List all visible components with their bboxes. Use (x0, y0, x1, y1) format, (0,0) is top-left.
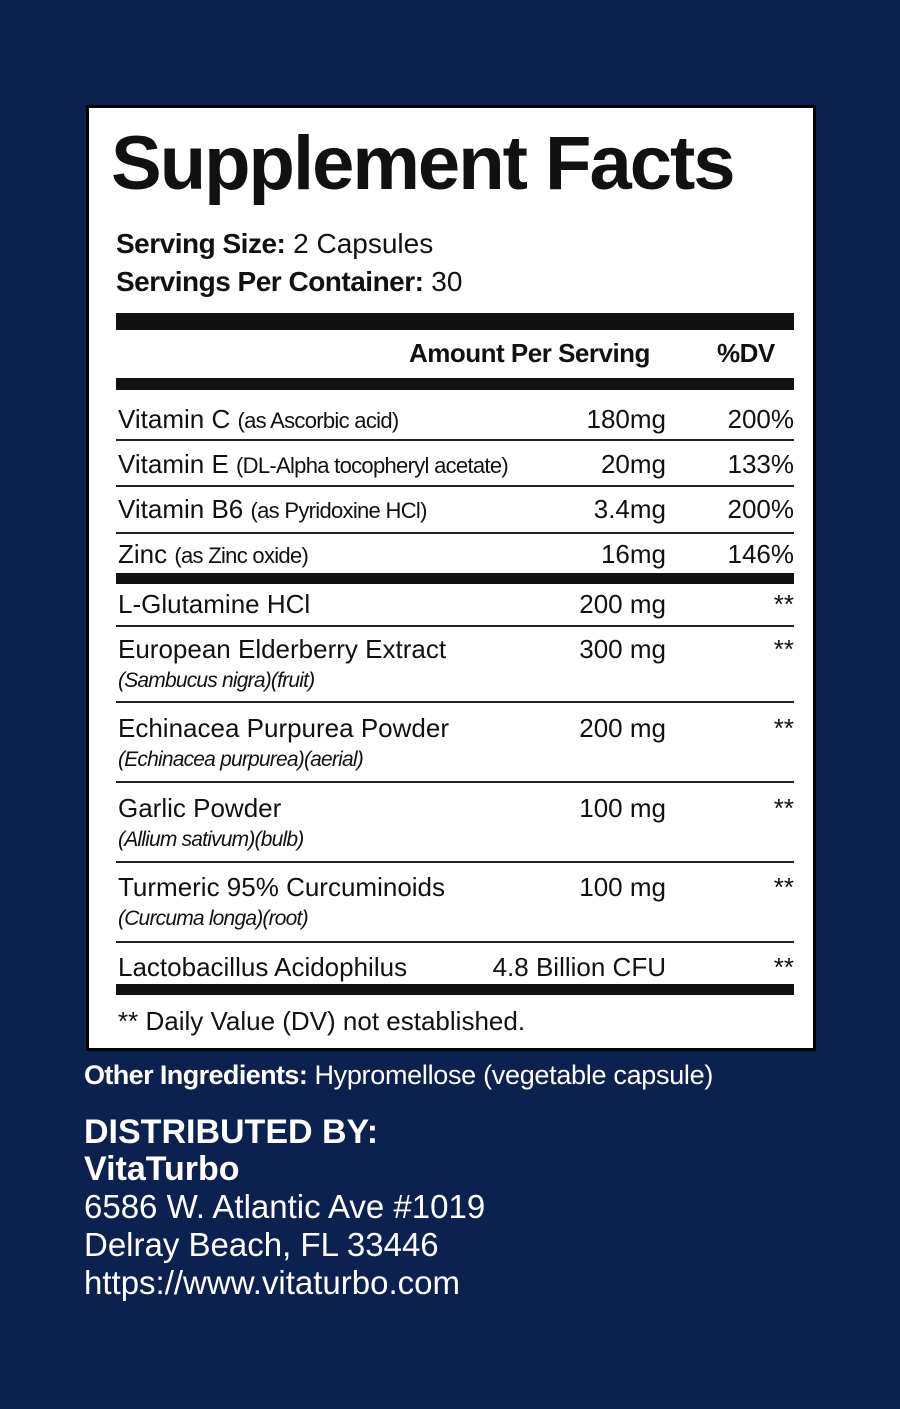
distributor-website-link[interactable]: https://www.vitaturbo.com (84, 1264, 460, 1301)
ingredient-row: L-Glutamine HCl 200 mg ** (116, 589, 794, 623)
nutrient-amount: 180mg (586, 404, 667, 434)
nutrient-name: Vitamin E (DL-Alpha tocopheryl acetate) (118, 449, 509, 479)
nutrient-amount: 20mg (600, 449, 666, 479)
nutrient-dv: 200% (727, 494, 795, 524)
panel-title: Supplement Facts (111, 121, 736, 206)
row-divider (116, 485, 794, 487)
ingredient-dv: ** (773, 713, 794, 743)
row-divider (116, 625, 794, 627)
serving-size-value: 2 Capsules (293, 228, 434, 259)
nutrient-name: Zinc (as Zinc oxide) (118, 539, 309, 569)
amount-per-serving-header: Amount Per Serving (409, 338, 650, 368)
other-ingredients-label: Other Ingredients: (84, 1060, 308, 1090)
row-divider (116, 861, 794, 863)
ingredient-botanical: (Allium sativum)(bulb) (118, 828, 304, 851)
ingredient-botanical: (Sambucus nigra)(fruit) (118, 669, 315, 692)
nutrient-name: Vitamin B6 (as Pyridoxine HCl) (118, 494, 427, 524)
ingredient-row: European Elderberry Extract (Sambucus ni… (116, 634, 794, 700)
ingredient-name: Garlic Powder (118, 793, 282, 823)
dv-header: %DV (717, 338, 775, 368)
ingredient-amount: 300 mg (579, 634, 666, 664)
row-divider (116, 532, 794, 534)
ingredient-amount: 100 mg (579, 872, 666, 902)
servings-per-container: Servings Per Container: 30 (116, 268, 462, 296)
ingredient-row: Echinacea Purpurea Powder (Echinacea pur… (116, 713, 794, 779)
ingredient-amount: 200 mg (579, 713, 666, 743)
nutrient-dv: 146% (727, 539, 795, 569)
ingredient-amount: 4.8 Billion CFU (492, 952, 666, 982)
servings-per-container-value: 30 (431, 266, 463, 297)
other-ingredients: Other Ingredients: Hypromellose (vegetab… (84, 1062, 713, 1089)
servings-per-container-label: Servings Per Container: (116, 266, 424, 297)
ingredient-row: Turmeric 95% Curcuminoids (Curcuma longa… (116, 872, 794, 938)
footnote: ** Daily Value (DV) not established. (118, 1006, 526, 1036)
nutrient-dv: 133% (727, 449, 795, 479)
ingredient-dv: ** (773, 952, 794, 982)
row-divider (116, 941, 794, 943)
nutrient-row: Vitamin C (as Ascorbic acid) 180mg 200% (116, 404, 794, 438)
row-divider (116, 701, 794, 703)
nutrient-amount: 16mg (600, 539, 666, 569)
other-ingredients-value: Hypromellose (vegetable capsule) (314, 1060, 714, 1090)
row-divider (116, 439, 794, 441)
ingredient-amount: 100 mg (579, 793, 666, 823)
ingredient-dv: ** (773, 793, 794, 823)
ingredient-row: Lactobacillus Acidophilus 4.8 Billion CF… (116, 952, 794, 986)
ingredient-name: L-Glutamine HCl (118, 589, 311, 619)
distributor-address-line1: 6586 W. Atlantic Ave #1019 (84, 1188, 486, 1225)
medium-divider (116, 984, 794, 995)
distributor-name: VitaTurbo (84, 1150, 240, 1188)
row-divider (116, 781, 794, 783)
ingredient-botanical: (Echinacea purpurea)(aerial) (118, 748, 364, 771)
ingredient-dv: ** (773, 872, 794, 902)
supplement-facts-panel: Supplement Facts Serving Size: 2 Capsule… (86, 105, 816, 1051)
serving-size: Serving Size: 2 Capsules (116, 230, 433, 258)
ingredient-dv: ** (773, 634, 794, 664)
serving-size-label: Serving Size: (116, 228, 286, 259)
thick-divider (116, 313, 794, 330)
ingredient-name: Lactobacillus Acidophilus (118, 952, 408, 982)
distributor-address-line2: Delray Beach, FL 33446 (84, 1226, 439, 1263)
nutrient-row: Vitamin B6 (as Pyridoxine HCl) 3.4mg 200… (116, 494, 794, 528)
ingredient-amount: 200 mg (579, 589, 666, 619)
medium-divider (116, 573, 794, 584)
medium-divider (116, 378, 794, 390)
nutrient-row: Zinc (as Zinc oxide) 16mg 146% (116, 539, 794, 573)
ingredient-name: European Elderberry Extract (118, 634, 447, 664)
ingredient-dv: ** (773, 589, 794, 619)
distributed-by-heading: DISTRIBUTED BY: (84, 1113, 379, 1151)
nutrient-dv: 200% (727, 404, 795, 434)
nutrient-row: Vitamin E (DL-Alpha tocopheryl acetate) … (116, 449, 794, 483)
ingredient-row: Garlic Powder (Allium sativum)(bulb) 100… (116, 793, 794, 859)
ingredient-name: Echinacea Purpurea Powder (118, 713, 449, 743)
ingredient-name: Turmeric 95% Curcuminoids (118, 872, 446, 902)
nutrient-amount: 3.4mg (593, 494, 666, 524)
ingredient-botanical: (Curcuma longa)(root) (118, 907, 309, 930)
nutrient-name: Vitamin C (as Ascorbic acid) (118, 404, 399, 434)
